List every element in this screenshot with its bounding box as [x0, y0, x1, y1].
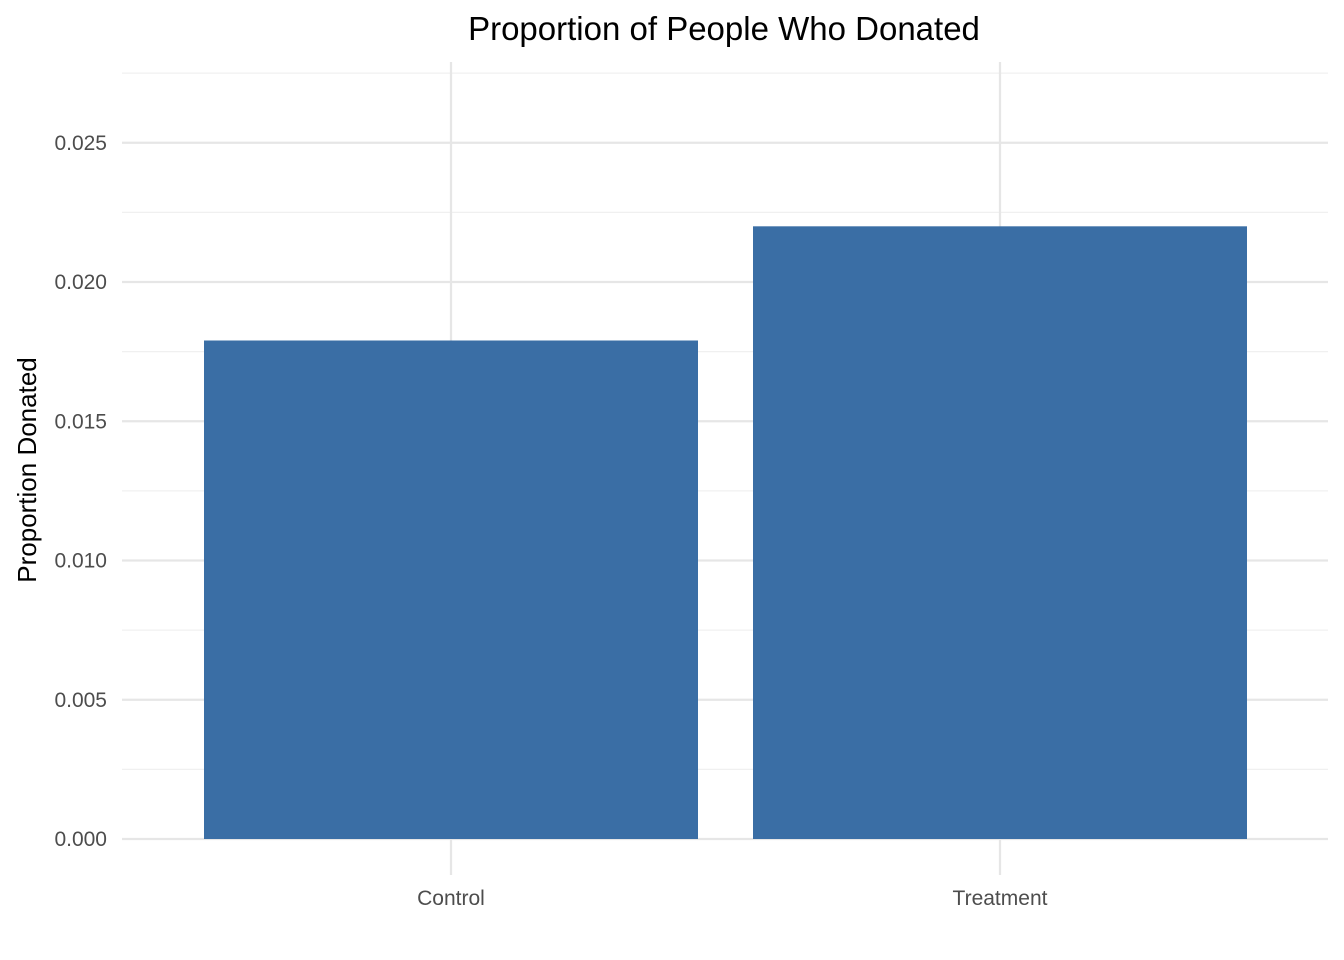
bar-control [204, 340, 698, 839]
y-tick-label: 0.025 [54, 132, 107, 155]
x-tick-label-treatment: Treatment [953, 887, 1048, 910]
x-tick-label-control: Control [417, 887, 485, 910]
x-tick-labels: Control Treatment [417, 887, 1047, 910]
y-tick-label: 0.020 [54, 271, 107, 294]
y-tick-label: 0.000 [54, 828, 107, 851]
chart-title: Proportion of People Who Donated [468, 10, 980, 47]
y-tick-labels: 0.000 0.005 0.010 0.015 0.020 0.025 [54, 132, 107, 851]
bars-layer [204, 226, 1247, 839]
y-tick-label: 0.005 [54, 689, 107, 712]
y-tick-label: 0.010 [54, 550, 107, 573]
bar-treatment [753, 226, 1247, 839]
y-tick-label: 0.015 [54, 410, 107, 433]
y-axis-title: Proportion Donated [12, 357, 42, 582]
